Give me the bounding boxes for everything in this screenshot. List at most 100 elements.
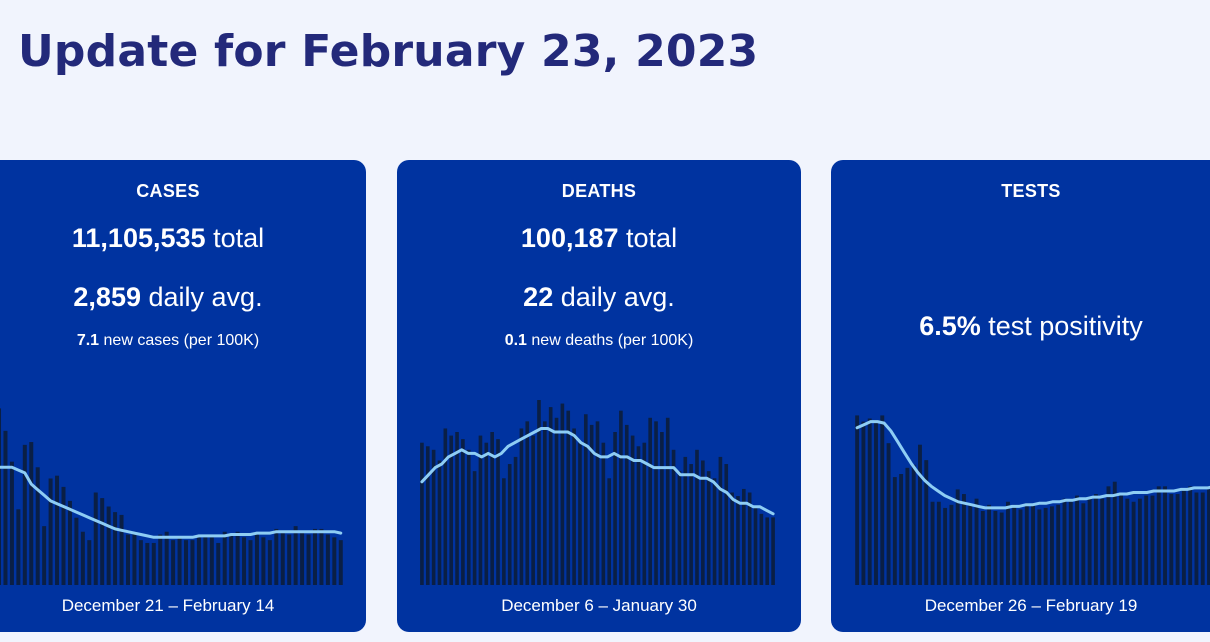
deaths-card-title: DEATHS (561, 181, 637, 201)
tests-avg-line (855, 420, 1210, 510)
cases-bar (80, 531, 85, 585)
deaths-bar (718, 456, 723, 585)
deaths-bar (554, 417, 559, 585)
cases-bar (235, 531, 240, 585)
deaths-bar (730, 492, 734, 585)
deaths-bar (578, 442, 582, 585)
tests-bar (930, 501, 935, 585)
deaths-per-100k-unit: new deaths (per 100K) (531, 332, 694, 349)
deaths-bar (747, 492, 752, 585)
deaths-bar (648, 417, 652, 585)
deaths-bar (472, 471, 477, 585)
cases-bar (248, 540, 253, 585)
cases-bar (67, 500, 72, 585)
deaths-bar (513, 456, 518, 585)
deaths-bar (455, 432, 459, 585)
page-title: Update for February 23, 2023 (18, 26, 759, 77)
deaths-bar (496, 439, 500, 585)
cases-bar (55, 475, 60, 585)
cases-bar (119, 514, 124, 585)
deaths-bar (613, 432, 617, 585)
deaths-bar (683, 456, 688, 585)
cases-total-unit: total (213, 223, 265, 253)
cases-bar (332, 537, 337, 585)
deaths-bar (437, 460, 442, 585)
deaths-bar (671, 449, 676, 585)
deaths-bar (765, 517, 770, 585)
deaths-bar (507, 464, 512, 585)
cases-per-100k: 7.1 new cases (per 100K) (0, 331, 366, 351)
cases-bar (242, 537, 247, 585)
tests-card-title: TESTS (1001, 181, 1061, 201)
cases-bar (229, 534, 234, 585)
cases-bar (293, 526, 298, 585)
cases-bar (267, 540, 272, 585)
cases-bar (132, 531, 137, 585)
deaths-date-range: December 6 – January 30 (501, 596, 697, 615)
tests-bar (1093, 494, 1098, 585)
cases-bar (209, 537, 214, 585)
deaths-bar (701, 460, 705, 585)
cases-bar (22, 444, 27, 585)
tests-positivity-value: 6.5% (919, 311, 981, 341)
tests-bar (1043, 507, 1048, 585)
tests-bar (1081, 503, 1086, 585)
cases-chart (0, 408, 343, 585)
deaths-bar (548, 407, 553, 585)
cases-bar (113, 512, 118, 585)
tests-bar (1056, 504, 1061, 585)
tests-bar (949, 504, 954, 585)
cases-bar (338, 540, 343, 585)
deaths-chart (420, 400, 775, 585)
cases-bar (0, 408, 2, 585)
deaths-bar (502, 478, 506, 585)
deaths-bar (531, 435, 535, 585)
tests-bar (1194, 492, 1199, 585)
deaths-bar (589, 424, 594, 585)
cases-bar (312, 528, 317, 585)
tests-positivity: 6.5% test positivity (831, 310, 1210, 342)
tests-date-range: December 26 – February 19 (924, 596, 1138, 615)
deaths-bar (695, 449, 699, 585)
deaths-bar (660, 432, 664, 585)
tests-bar (918, 444, 922, 585)
cases-card: CASES 11,105,535 total 2,859 daily avg. … (0, 160, 366, 632)
cases-bar (93, 492, 98, 585)
tests-bar (911, 464, 916, 585)
deaths-bar (449, 435, 454, 585)
deaths-bar (478, 435, 483, 585)
tests-bar (1156, 486, 1161, 585)
cases-bar (3, 430, 8, 585)
cases-bar (106, 506, 111, 585)
deaths-bar (607, 478, 612, 585)
tests-bar (1119, 495, 1123, 585)
cases-daily-value: 2,859 (73, 282, 141, 312)
deaths-bar (706, 471, 711, 585)
deaths-bar (759, 513, 764, 585)
cases-total: 11,105,535 total (0, 222, 366, 254)
cases-bar (35, 467, 40, 585)
cases-bar (306, 534, 311, 585)
cases-bar (203, 534, 208, 585)
tests-bar (1037, 509, 1042, 585)
deaths-bar (665, 417, 670, 585)
tests-bar (1049, 506, 1054, 585)
tests-bar (968, 504, 973, 585)
cases-per-100k-value: 7.1 (76, 332, 100, 349)
tests-bar (861, 421, 866, 585)
tests-bar (974, 498, 979, 585)
cases-bar (9, 461, 14, 585)
tests-bar (999, 512, 1004, 585)
tests-bar (1207, 489, 1210, 585)
deaths-bar (461, 439, 465, 585)
tests-bar (1200, 492, 1205, 585)
deaths-bar (543, 421, 547, 585)
tests-bar (1144, 495, 1149, 585)
cases-bar (61, 486, 66, 585)
tests-bar (1005, 501, 1010, 585)
deaths-total-value: 100,187 (520, 223, 619, 253)
tests-bar (1031, 504, 1036, 585)
cases-bar (151, 542, 156, 585)
cases-bar (125, 534, 130, 585)
deaths-bar (560, 403, 565, 585)
